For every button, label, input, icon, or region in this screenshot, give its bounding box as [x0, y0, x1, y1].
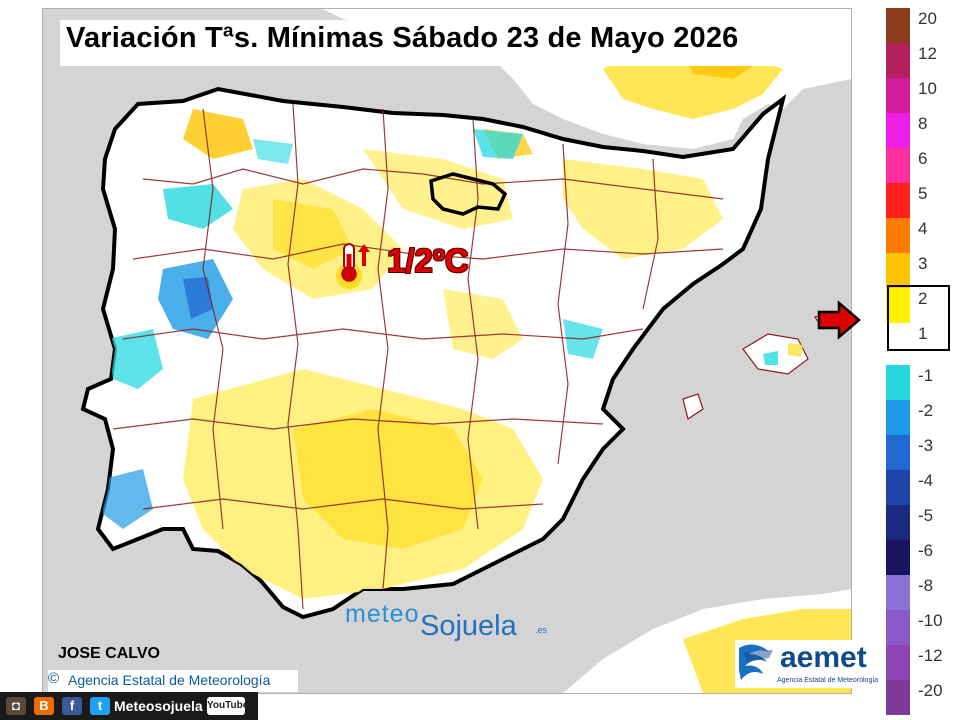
instagram-icon[interactable]: ◘: [6, 697, 26, 715]
legend-label-cold-7: -10: [918, 611, 943, 630]
legend-swatch-warm-3: [886, 113, 910, 148]
temperature-change-label: 1/2ºC: [387, 242, 469, 279]
legend-label-cold-4: -5: [918, 506, 934, 525]
watermark-part-2: Sojuela: [420, 610, 517, 642]
legend-swatch-warm-5: [886, 183, 910, 218]
legend-label-warm-0: 20: [918, 9, 937, 28]
legend-label-cold-0: -1: [918, 366, 934, 385]
title-background: [60, 20, 850, 66]
thermometer-up-icon: [336, 243, 370, 289]
map-title: Variación Tªs. Mínimas Sábado 23 de Mayo…: [66, 22, 739, 54]
mallorca-warm-patch: [788, 343, 803, 357]
watermark-part-3: .es: [535, 625, 548, 635]
copyright-background: [48, 670, 298, 692]
legend-selected-range: [887, 285, 950, 351]
aemet-name: aemet: [780, 641, 867, 674]
legend-swatch-warm-2: [886, 78, 910, 113]
legend-swatch-warm-4: [886, 148, 910, 183]
blogger-icon[interactable]: B: [34, 697, 54, 715]
legend-swatch-cold-6: [886, 575, 910, 610]
legend-label-warm-1: 12: [918, 44, 937, 63]
color-legend: 20 12 10 8 6 5 4 3 2 1 -1 -2 -3 -4 -5 -6 -8 -10 -12 -20: [886, 8, 956, 715]
legend-swatch-cold-4: [886, 505, 910, 540]
aemet-subtitle: Agencia Estatal de Meteorología: [777, 677, 879, 684]
facebook-icon[interactable]: f: [62, 697, 82, 715]
legend-swatch-warm-1: [886, 43, 910, 78]
meteosojuela-watermark: meteo Sojuela .es: [345, 600, 547, 642]
legend-label-warm-6: 4: [918, 219, 928, 238]
legend-label-cold-2: -3: [918, 436, 934, 455]
legend-swatch-cold-7: [886, 610, 910, 645]
copyright-text: Agencia Estatal de Meteorología: [68, 672, 271, 688]
legend-label-warm-7: 3: [918, 254, 928, 273]
youtube-icon[interactable]: YouTube: [207, 697, 248, 715]
legend-label-cold-3: -4: [918, 471, 934, 490]
red-arrow-icon: [817, 300, 861, 340]
legend-label-cold-8: -12: [918, 646, 943, 665]
legend-swatch-cold-2: [886, 435, 910, 470]
legend-label-warm-5: 5: [918, 184, 928, 203]
ibiza: [682, 393, 704, 420]
map-svg: [43, 9, 851, 693]
legend-swatch-warm-9: [886, 323, 910, 358]
legend-label-cold-5: -6: [918, 541, 934, 560]
legend-label-warm-4: 6: [918, 149, 928, 168]
social-handle[interactable]: Meteosojuela: [114, 698, 203, 714]
legend-swatch-warm-7: [886, 253, 910, 288]
legend-swatch-warm-6: [886, 218, 910, 253]
legend-swatch-cold-9: [886, 680, 910, 715]
mallorca-cold-patch: [763, 351, 778, 365]
legend-swatch-cold-8: [886, 645, 910, 680]
legend-swatch-warm-8: [886, 288, 910, 323]
legend-label-cold-6: -8: [918, 576, 934, 595]
la-rioja-outline: [429, 172, 508, 216]
legend-swatch-warm-0: [886, 8, 910, 43]
province-borders: [112, 103, 724, 610]
twitter-icon[interactable]: t: [90, 697, 110, 715]
legend-swatch-cold-5: [886, 540, 910, 575]
legend-swatch-cold-1: [886, 400, 910, 435]
copyright-icon: ©: [48, 670, 60, 687]
legend-label-warm-2: 10: [918, 79, 937, 98]
aemet-logo-icon: [735, 640, 875, 688]
legend-label-warm-9: 1: [918, 324, 928, 343]
legend-swatch-cold-3: [886, 470, 910, 505]
author-label: JOSE CALVO: [58, 645, 160, 662]
map-area: [42, 8, 852, 694]
legend-swatch-cold-0: [886, 365, 910, 400]
legend-label-warm-8: 2: [918, 289, 928, 308]
legend-label-cold-1: -2: [918, 401, 934, 420]
legend-label-warm-3: 8: [918, 114, 928, 133]
watermark-part-1: meteo: [345, 600, 420, 628]
legend-label-cold-9: -20: [918, 681, 943, 700]
